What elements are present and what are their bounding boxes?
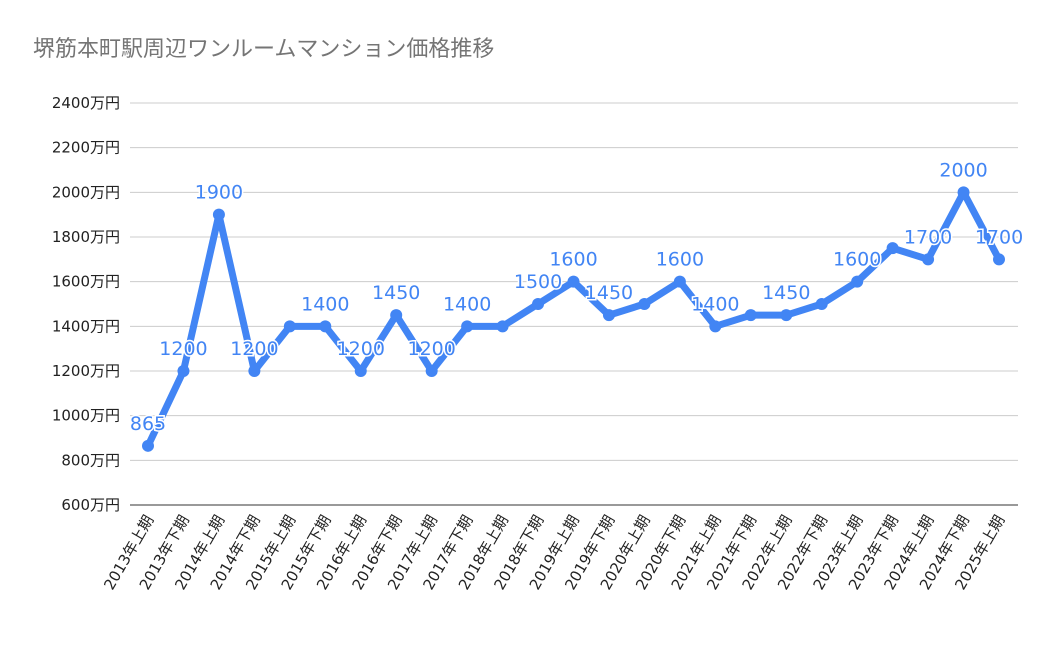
data-point [851,275,864,288]
data-label: 865 [130,413,166,435]
data-label: 1450 [372,282,420,304]
y-axis-ticks: 600万円 800万円 1000万円 1200万円 1400万円 1600万円 1800万円… [52,94,120,514]
data-point [177,365,190,377]
data-point [354,365,367,377]
data-point [425,365,438,377]
y-tick-label: 1200万円 [52,362,120,380]
y-tick-label: 2000万円 [52,183,120,201]
chart-title: 堺筋本町駅周辺ワンルームマンション価格推移 [33,37,494,62]
data-label: 1700 [975,226,1023,248]
data-point [283,320,296,333]
data-label: 1600 [833,249,881,271]
data-point [744,309,757,322]
data-label: 1400 [443,293,491,315]
data-point [602,309,615,322]
data-label: 1700 [904,226,952,248]
gridlines [130,102,1018,506]
data-point [993,253,1005,266]
data-point [567,275,580,288]
data-point [780,309,793,322]
data-labels: 8651200190012001400120014501200140015001… [128,158,1024,436]
data-label: 1200 [337,338,385,360]
data-point [319,320,332,333]
data-label: 1600 [549,249,597,271]
data-point [212,208,225,221]
data-point [638,298,651,310]
y-tick-label: 600万円 [61,496,120,514]
data-point [390,309,403,322]
series-line [144,188,1003,450]
data-point [496,320,509,333]
y-tick-label: 1400万円 [52,317,120,335]
data-point [142,439,154,452]
data-point [248,365,261,377]
data-point [886,242,899,255]
data-label: 1400 [691,293,739,315]
data-point [922,253,935,266]
data-label: 1450 [762,282,810,304]
y-tick-label: 800万円 [61,451,120,469]
data-point [709,320,722,333]
y-tick-label: 2400万円 [52,94,120,112]
data-label: 1900 [195,182,243,204]
y-tick-label: 1800万円 [52,228,120,246]
data-label: 2000 [939,159,987,181]
series-points [142,186,1005,452]
data-point [957,186,970,199]
data-label: 1500 [514,271,562,293]
data-point [673,275,686,288]
y-tick-label: 1000万円 [52,407,120,425]
data-point [532,298,545,310]
y-tick-label: 1600万円 [52,273,120,291]
x-axis-ticks: 2013年上期2013年下期2014年上期2014年下期2015年上期2015年… [100,512,1008,593]
data-point [815,298,828,310]
data-label: 1200 [230,338,278,360]
data-label: 1450 [585,282,633,304]
y-tick-label: 2200万円 [52,139,120,157]
data-label: 1200 [407,338,455,360]
data-label: 1200 [159,338,207,360]
data-label: 1400 [301,293,349,315]
data-label: 1600 [656,249,704,271]
data-point [461,320,474,333]
